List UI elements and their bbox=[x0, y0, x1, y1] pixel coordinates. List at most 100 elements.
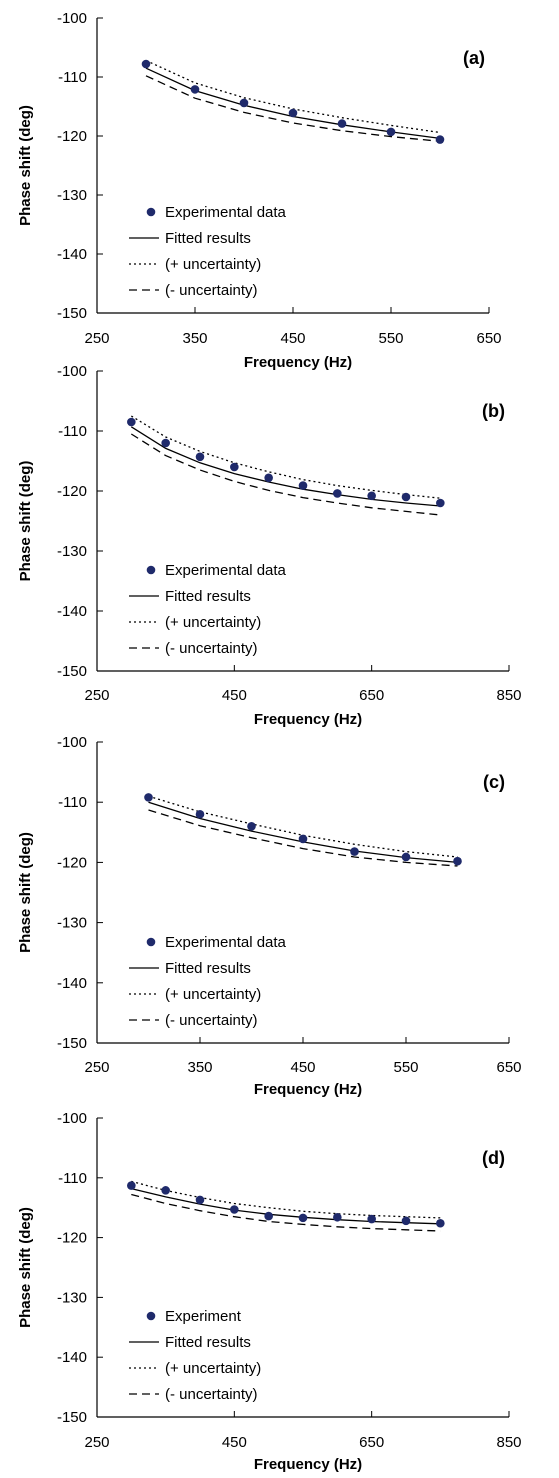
y-axis-title: Phase shift (deg) bbox=[17, 461, 34, 582]
x-tick-label: 250 bbox=[84, 1059, 109, 1076]
series-line-dotted bbox=[130, 415, 441, 499]
data-point bbox=[401, 1216, 411, 1226]
data-point bbox=[401, 492, 411, 502]
panel-label: (b) bbox=[482, 401, 505, 421]
panel-label: (a) bbox=[463, 48, 485, 68]
x-axis-title: Frequency (Hz) bbox=[254, 711, 362, 728]
y-tick-label: -140 bbox=[57, 246, 87, 263]
chart-panel-2: -100 -110 -120 -130 -140 -150 250 450 650 850 Freq… bbox=[17, 363, 522, 728]
legend-entry: Experimental data bbox=[165, 562, 287, 579]
x-tick-label: 450 bbox=[280, 330, 305, 347]
series-line-solid bbox=[148, 801, 458, 864]
x-tick-label: 450 bbox=[290, 1059, 315, 1076]
x-tick-label: 450 bbox=[222, 687, 247, 704]
data-point bbox=[144, 793, 153, 802]
data-point bbox=[298, 1213, 308, 1223]
legend-marker-points bbox=[146, 565, 156, 575]
chart-panel-1: -100 -110 -120 -130 -140 -150 250 350 450 550 650 F… bbox=[17, 10, 502, 371]
series-line-dotted bbox=[131, 1180, 441, 1219]
y-tick-label: -100 bbox=[57, 1110, 87, 1127]
y-tick-label: -150 bbox=[57, 1035, 87, 1052]
data-point bbox=[386, 127, 396, 137]
x-tick-label: 250 bbox=[84, 330, 109, 347]
y-tick-label: -120 bbox=[57, 483, 87, 500]
data-point bbox=[298, 481, 308, 490]
y-tick-label: -110 bbox=[58, 1170, 87, 1187]
legend-marker-points bbox=[146, 207, 156, 217]
x-tick-label: 650 bbox=[496, 1059, 521, 1076]
series-line-dotted bbox=[145, 59, 441, 134]
data-point bbox=[141, 59, 151, 69]
legend-marker-points bbox=[146, 937, 156, 947]
panel-label: (d) bbox=[482, 1148, 505, 1168]
chart-panel-3: -100 -110 -120 -130 -140 -150 250 350 450 550 650 F… bbox=[17, 734, 522, 1098]
legend-entry: Experimental data bbox=[165, 204, 287, 221]
legend-marker-points bbox=[146, 1311, 156, 1321]
y-tick-label: -140 bbox=[57, 603, 87, 620]
data-point bbox=[247, 821, 256, 831]
legend-entry: (- uncertainty) bbox=[165, 282, 258, 299]
y-tick-label: -140 bbox=[57, 1349, 87, 1366]
y-tick-label: -130 bbox=[57, 915, 87, 932]
data-point bbox=[436, 498, 445, 508]
data-point bbox=[127, 1181, 136, 1190]
data-point bbox=[367, 491, 376, 501]
x-tick-label: 250 bbox=[84, 1434, 109, 1451]
y-tick-label: -100 bbox=[57, 734, 87, 751]
legend-entry: (+ uncertainty) bbox=[165, 1360, 261, 1377]
y-tick-label: -150 bbox=[57, 305, 87, 322]
y-tick-label: -120 bbox=[57, 854, 87, 871]
data-point bbox=[230, 462, 239, 472]
data-point bbox=[195, 809, 205, 819]
data-point bbox=[264, 473, 273, 483]
data-point bbox=[161, 438, 170, 448]
y-tick-label: -100 bbox=[57, 10, 87, 27]
y-tick-label: -120 bbox=[57, 1230, 87, 1247]
legend-entry: Fitted results bbox=[165, 960, 251, 977]
series-line-solid bbox=[131, 1187, 441, 1225]
x-tick-label: 350 bbox=[182, 330, 207, 347]
series-line-dotted bbox=[148, 795, 458, 858]
x-tick-label: 650 bbox=[359, 1434, 384, 1451]
legend-entry: Fitted results bbox=[165, 588, 251, 605]
y-tick-label: -120 bbox=[57, 128, 87, 145]
series-line-solid bbox=[130, 426, 441, 507]
data-point bbox=[298, 834, 308, 844]
data-point bbox=[436, 1218, 445, 1228]
legend-entry: Experiment bbox=[165, 1308, 242, 1325]
series-line-solid bbox=[145, 67, 441, 140]
data-point bbox=[435, 135, 445, 144]
y-tick-label: -130 bbox=[57, 1289, 87, 1306]
y-axis-title: Phase shift (deg) bbox=[17, 832, 34, 953]
x-tick-label: 650 bbox=[359, 687, 384, 704]
y-tick-label: -150 bbox=[57, 663, 87, 680]
data-point bbox=[190, 85, 200, 94]
y-tick-label: -110 bbox=[58, 423, 87, 440]
data-point bbox=[367, 1214, 376, 1224]
legend-entry: (+ uncertainty) bbox=[165, 986, 261, 1003]
x-tick-label: 450 bbox=[222, 1434, 247, 1451]
data-point bbox=[288, 108, 298, 118]
legend-entry: (- uncertainty) bbox=[165, 1012, 258, 1029]
y-tick-label: -100 bbox=[57, 363, 87, 380]
x-tick-label: 550 bbox=[378, 330, 403, 347]
legend-entry: (- uncertainty) bbox=[165, 1386, 258, 1403]
series-line-dashed bbox=[130, 433, 441, 516]
panel-label: (c) bbox=[483, 772, 505, 792]
chart-panel-4: -100 -110 -120 -130 -140 -150 250 450 650 850 Freq… bbox=[17, 1110, 522, 1473]
y-tick-label: -150 bbox=[57, 1409, 87, 1426]
data-point bbox=[195, 452, 205, 462]
data-point bbox=[161, 1186, 170, 1195]
x-tick-label: 550 bbox=[393, 1059, 418, 1076]
x-axis-title: Frequency (Hz) bbox=[254, 1081, 362, 1098]
x-tick-label: 350 bbox=[187, 1059, 212, 1076]
data-point bbox=[333, 489, 342, 498]
legend-entry: (+ uncertainty) bbox=[165, 614, 261, 631]
x-tick-label: 850 bbox=[496, 1434, 521, 1451]
legend-entry: Experimental data bbox=[165, 934, 287, 951]
x-tick-label: 850 bbox=[496, 687, 521, 704]
series-line-dashed bbox=[131, 1193, 441, 1232]
data-point bbox=[127, 417, 136, 427]
x-tick-label: 650 bbox=[476, 330, 501, 347]
